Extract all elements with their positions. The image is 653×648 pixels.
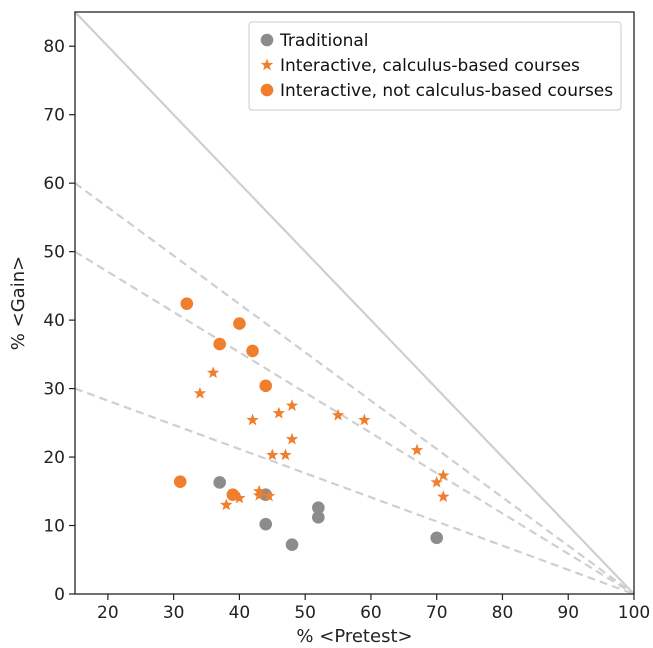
circle-point xyxy=(312,501,325,515)
x-tick-label: 50 xyxy=(294,603,316,623)
y-tick-label: 40 xyxy=(43,311,65,331)
circle-point xyxy=(213,337,226,351)
legend-label: Traditional xyxy=(279,31,369,51)
star-point xyxy=(285,432,299,445)
x-tick-label: 100 xyxy=(618,603,650,623)
star-point xyxy=(266,448,279,461)
series-1 xyxy=(213,476,444,552)
x-tick-label: 60 xyxy=(360,603,382,623)
star-point xyxy=(410,443,424,456)
x-tick-label: 20 xyxy=(97,603,119,623)
star-point xyxy=(246,413,259,426)
circle-point xyxy=(233,317,246,330)
star-point xyxy=(437,469,450,481)
x-tick-label: 70 xyxy=(426,603,448,623)
legend-star-icon xyxy=(260,58,274,71)
data-points xyxy=(173,297,450,552)
legend-circle-icon xyxy=(260,83,274,97)
star-point xyxy=(272,406,286,419)
legend-label: Interactive, calculus-based courses xyxy=(280,56,580,76)
star-point xyxy=(437,490,450,503)
x-axis-label: % <Pretest> xyxy=(296,626,412,647)
legend-box xyxy=(248,21,622,111)
y-tick-label: 70 xyxy=(43,106,65,126)
star-point xyxy=(206,366,220,379)
y-tick-label: 10 xyxy=(43,517,65,537)
series-2 xyxy=(193,366,450,511)
y-axis-label: % <Gain> xyxy=(8,256,29,350)
reference-line-1 xyxy=(74,11,635,595)
circle-point xyxy=(259,379,273,393)
plot-frame xyxy=(74,11,635,595)
circle-point xyxy=(180,297,194,310)
y-tick-label: 20 xyxy=(43,448,65,468)
circle-point xyxy=(430,531,444,545)
star-point xyxy=(193,386,207,399)
circle-point xyxy=(226,488,240,502)
star-point xyxy=(252,484,266,497)
star-point xyxy=(285,399,299,411)
circle-point xyxy=(259,517,273,531)
circle-point xyxy=(213,476,226,489)
y-tick-label: 80 xyxy=(43,37,65,57)
y-axis-ticks: 0 10 20 30 40 50 60 70 80 xyxy=(43,37,75,605)
y-tick-label: 50 xyxy=(43,243,65,263)
star-point xyxy=(430,475,443,488)
y-tick-label: 30 xyxy=(43,380,65,400)
legend-circle-icon xyxy=(260,33,274,47)
circle-point xyxy=(173,475,187,489)
legend-label: Interactive, not calculus-based courses xyxy=(280,81,613,101)
star-point xyxy=(252,488,266,501)
x-tick-label: 40 xyxy=(229,603,251,623)
star-point xyxy=(279,448,292,461)
circle-point xyxy=(246,344,259,358)
star-point xyxy=(233,491,246,504)
star-point xyxy=(262,489,276,502)
reference-line-3 xyxy=(74,250,635,595)
star-point xyxy=(358,413,371,426)
x-tick-label: 90 xyxy=(557,603,579,623)
y-tick-label: 0 xyxy=(54,585,65,605)
series-3 xyxy=(173,297,273,502)
x-axis-ticks: 20 30 40 50 60 70 80 90 100 xyxy=(97,594,650,623)
reference-line-4 xyxy=(74,387,635,596)
star-point xyxy=(331,408,345,421)
y-tick-label: 60 xyxy=(43,174,65,194)
x-tick-label: 80 xyxy=(492,603,514,623)
reference-lines xyxy=(74,11,635,596)
circle-point xyxy=(285,538,299,552)
legend: Traditional Interactive, calculus-based c… xyxy=(248,21,622,111)
x-tick-label: 30 xyxy=(163,603,185,623)
circle-point xyxy=(312,511,325,524)
star-point xyxy=(220,498,233,511)
reference-line-2 xyxy=(74,182,635,595)
